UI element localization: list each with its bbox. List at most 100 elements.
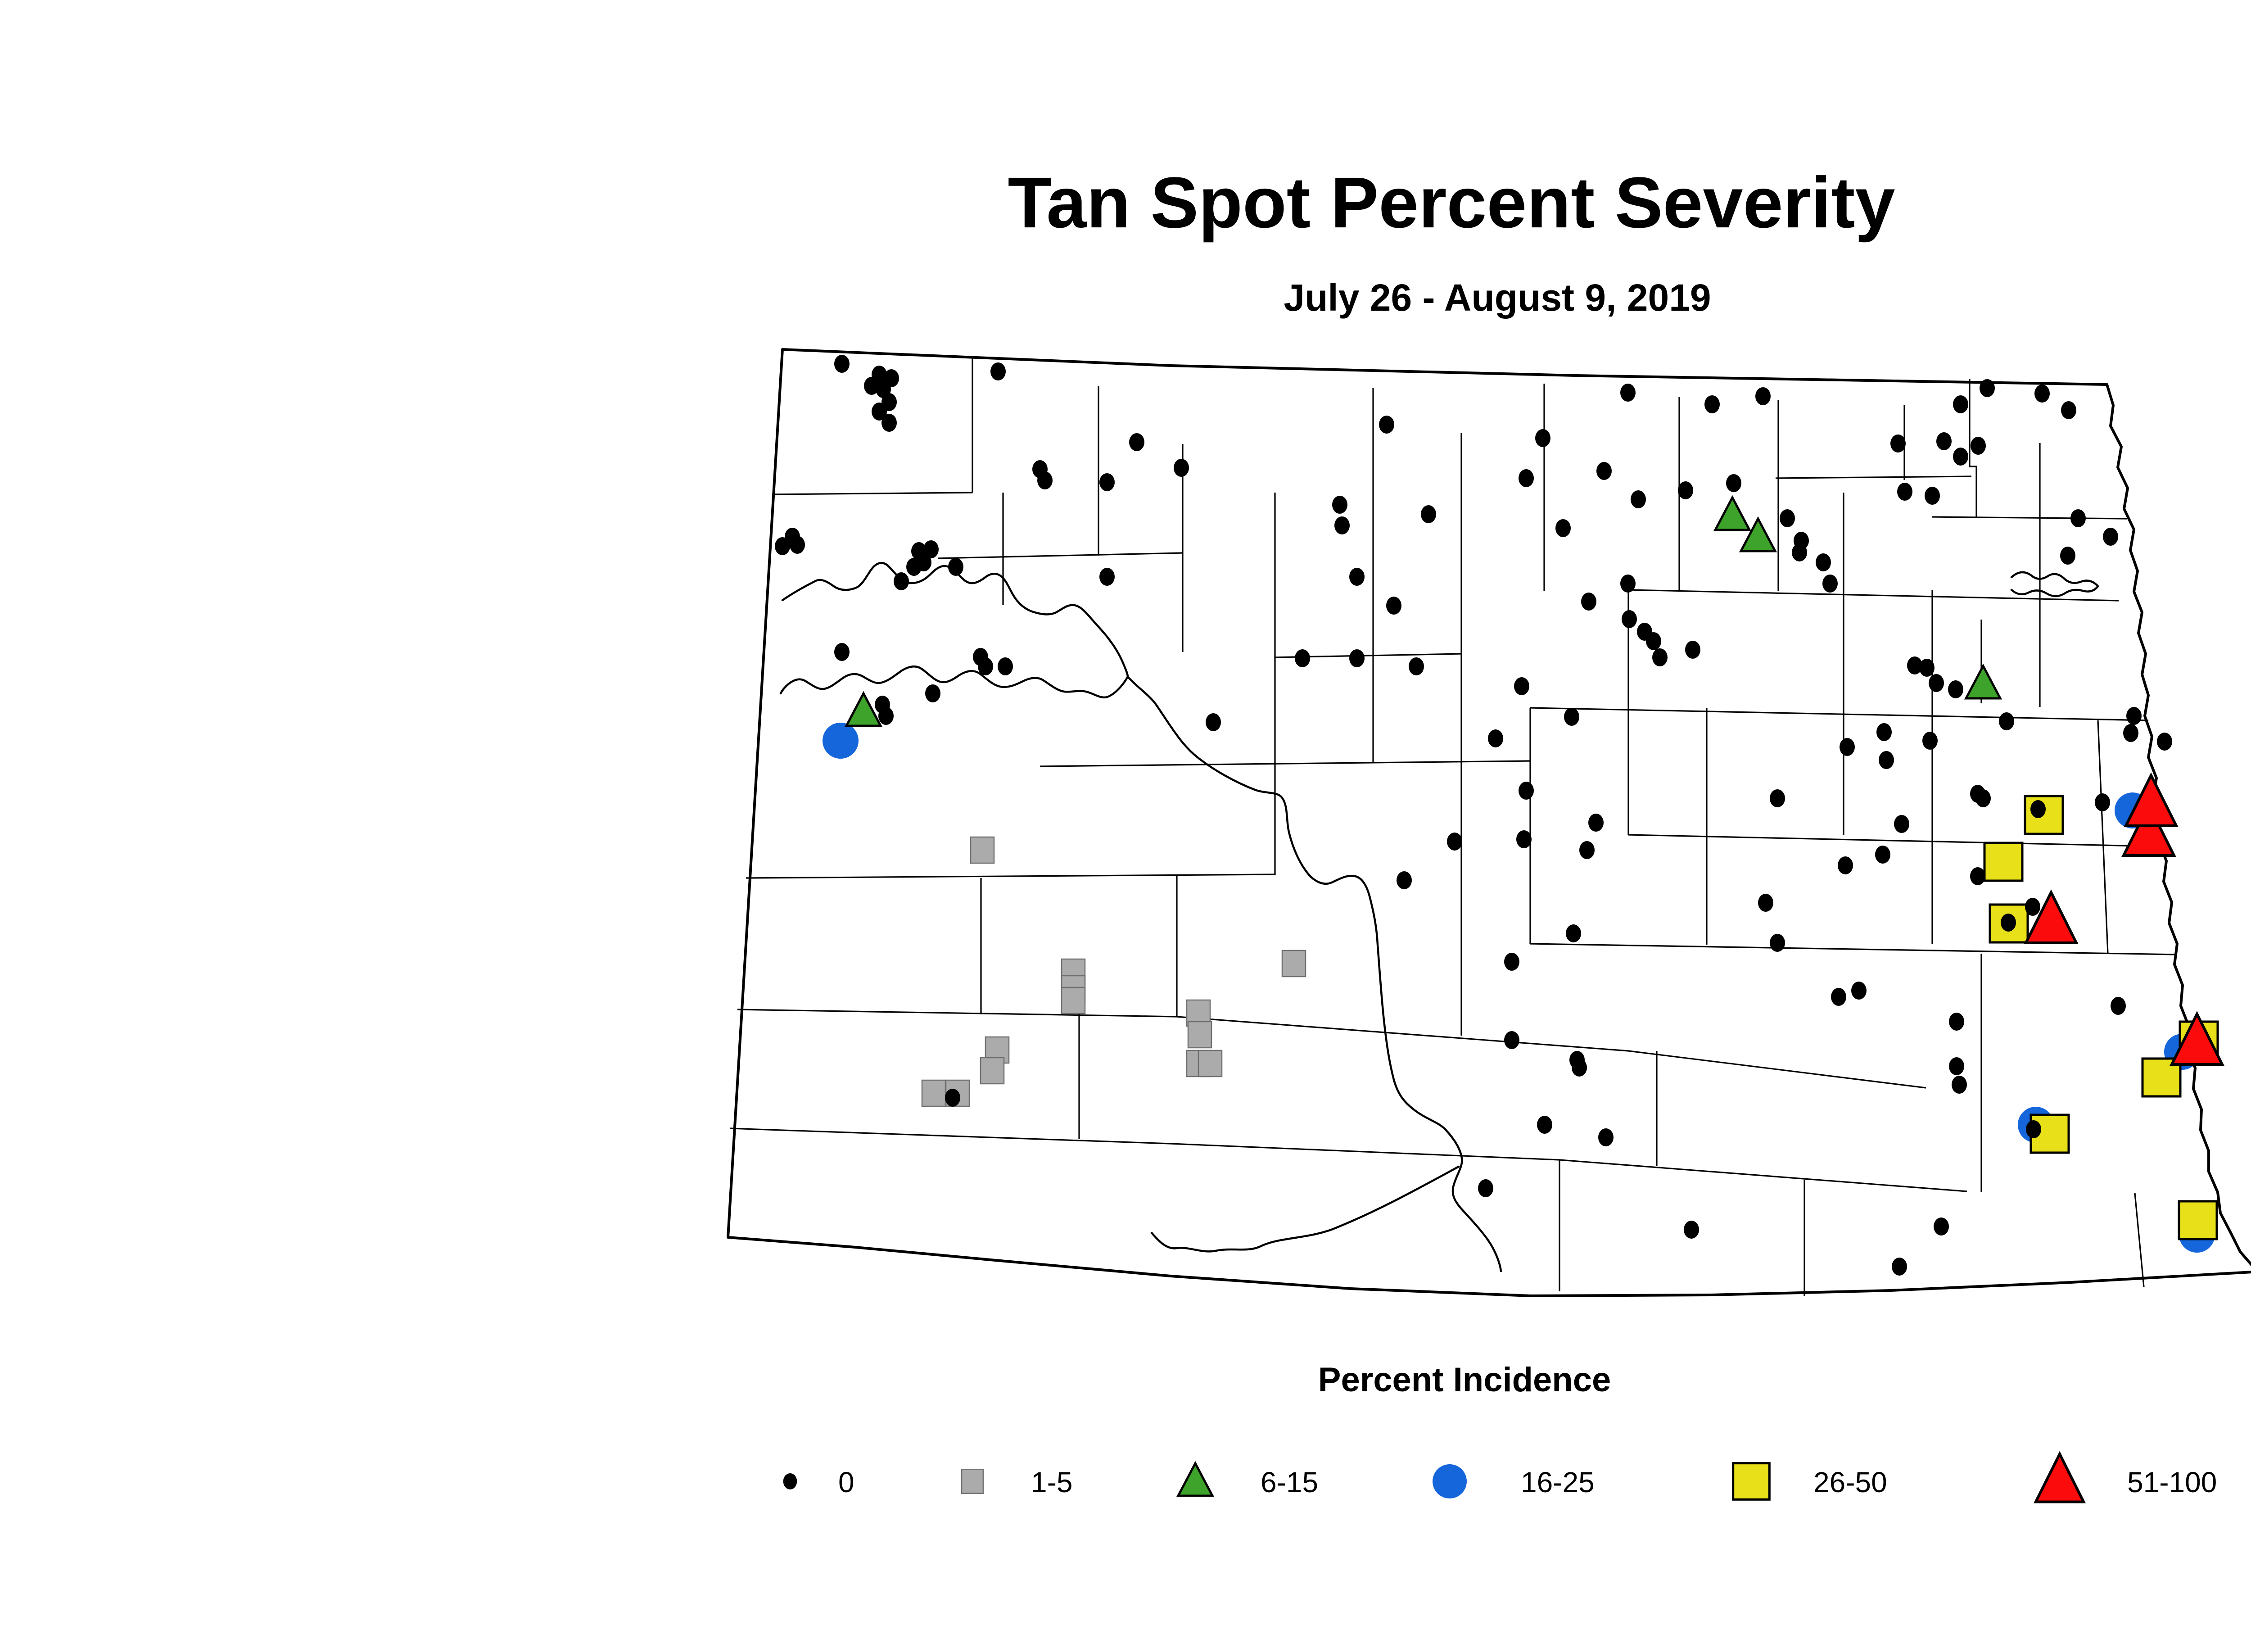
legend-marker-1-5 [961, 1469, 984, 1494]
map-marker-0 [1620, 384, 1636, 402]
map-marker-0 [2001, 914, 2016, 932]
map-marker-0 [1831, 988, 1846, 1006]
map-marker-1-5 [921, 1079, 946, 1107]
map-marker-0 [925, 684, 940, 702]
survey-markers [775, 355, 2224, 1276]
map-marker-6-15 [1964, 663, 2002, 700]
map-marker-0 [1953, 395, 1968, 413]
map-marker-0 [1755, 387, 1771, 405]
map-marker-0 [894, 572, 909, 590]
devils-lake [2010, 571, 2099, 597]
map-marker-0 [2061, 401, 2076, 419]
map-marker-0 [1652, 648, 1668, 666]
map-marker-0 [1952, 1076, 1967, 1094]
map-marker-0 [1397, 871, 1412, 889]
map-marker-0 [1780, 509, 1795, 527]
map-marker-1-5 [980, 1057, 1005, 1085]
map-marker-0 [2123, 724, 2138, 742]
map-marker-0 [1622, 610, 1637, 628]
map-marker-0 [1879, 751, 1894, 769]
map-marker-0 [790, 536, 805, 554]
map-marker-0 [1174, 459, 1189, 477]
map-marker-0 [1564, 708, 1579, 726]
legend-label-51-100: 51-100 [2127, 1466, 2217, 1498]
page-title: Tan Spot Percent Severity [1008, 162, 1895, 243]
map-marker-0 [881, 414, 897, 432]
map-marker-0 [1999, 712, 2014, 730]
map-marker-0 [2157, 733, 2172, 751]
map-marker-0 [1421, 505, 1436, 523]
map-marker-0 [1555, 519, 1571, 537]
map-marker-0 [1970, 867, 1985, 885]
map-marker-0 [1206, 713, 1221, 731]
map-marker-6-15 [1739, 516, 1777, 552]
map-marker-0 [1897, 483, 1912, 501]
map-marker-0 [2111, 997, 2126, 1015]
map-marker-0 [1478, 1179, 1493, 1197]
map-marker-0 [1535, 429, 1550, 447]
map-marker-0 [1631, 490, 1646, 508]
map-marker-0 [1971, 437, 1986, 455]
legend-label-1-5: 1-5 [1031, 1466, 1073, 1498]
map-marker-0 [2070, 509, 2086, 527]
legend-marker-51-100 [2033, 1451, 2086, 1503]
map-marker-0 [2034, 385, 2050, 403]
map-marker-0 [1840, 738, 1855, 756]
map-marker-0 [834, 355, 850, 373]
map-marker-0 [2095, 793, 2110, 811]
map-marker-0 [1379, 416, 1394, 434]
map-marker-0 [1970, 785, 1985, 803]
map-marker-0 [1504, 953, 1519, 971]
map-marker-0 [1099, 473, 1115, 491]
map-marker-0 [1929, 674, 1944, 692]
legend-item-1-5: 1-5 [961, 1466, 1073, 1498]
map-marker-0 [834, 643, 850, 661]
map-marker-6-15 [1713, 495, 1752, 531]
map-marker-0 [998, 657, 1013, 675]
map-marker-0 [1876, 723, 1892, 741]
north-dakota-map [727, 348, 2251, 1297]
map-marker-0 [1514, 677, 1529, 695]
map-marker-0 [1537, 1116, 1552, 1134]
map-marker-1-5 [1281, 950, 1306, 978]
legend-item-51-100: 51-100 [2033, 1451, 2217, 1503]
map-marker-51-100 [2121, 802, 2176, 857]
legend-marker-26-50 [1732, 1462, 1771, 1501]
map-marker-0 [1334, 516, 1350, 534]
map-marker-0 [2126, 707, 2142, 725]
map-marker-0 [1770, 934, 1785, 952]
map-marker-0 [1504, 1031, 1519, 1049]
map-marker-0 [878, 707, 894, 725]
map-marker-0 [1948, 680, 1963, 698]
legend-label-0: 0 [838, 1466, 854, 1498]
map-marker-0 [1099, 568, 1115, 586]
map-marker-0 [1566, 924, 1581, 942]
map-marker-0 [1332, 496, 1347, 514]
map-marker-0 [923, 540, 939, 558]
map-marker-0 [1516, 830, 1532, 848]
map-marker-0 [1949, 1013, 1964, 1031]
map-marker-0 [1704, 395, 1720, 413]
map-marker-0 [2026, 1120, 2041, 1138]
rivers [779, 562, 2099, 1272]
map-marker-0 [864, 377, 879, 395]
legend-marker-6-15 [1176, 1461, 1215, 1497]
map-marker-26-50 [2024, 795, 2064, 835]
map-marker-1-5 [970, 836, 995, 864]
map-marker-0 [990, 362, 1006, 380]
legend-marker-0 [783, 1473, 797, 1489]
map-marker-0 [1875, 846, 1890, 864]
map-marker-0 [1949, 1057, 1964, 1075]
map-marker-0 [1646, 632, 1661, 650]
map-marker-0 [1770, 789, 1785, 807]
map-marker-0 [1447, 833, 1462, 851]
map-marker-0 [1726, 474, 1741, 492]
map-marker-26-50 [1983, 842, 2024, 882]
map-marker-0 [1519, 469, 1534, 487]
map-marker-0 [1892, 1258, 1907, 1276]
map-marker-0 [872, 403, 887, 421]
map-marker-0 [1295, 649, 1310, 667]
missouri-river [1126, 675, 1502, 1272]
legend-title: Percent Incidence [1318, 1361, 1611, 1399]
